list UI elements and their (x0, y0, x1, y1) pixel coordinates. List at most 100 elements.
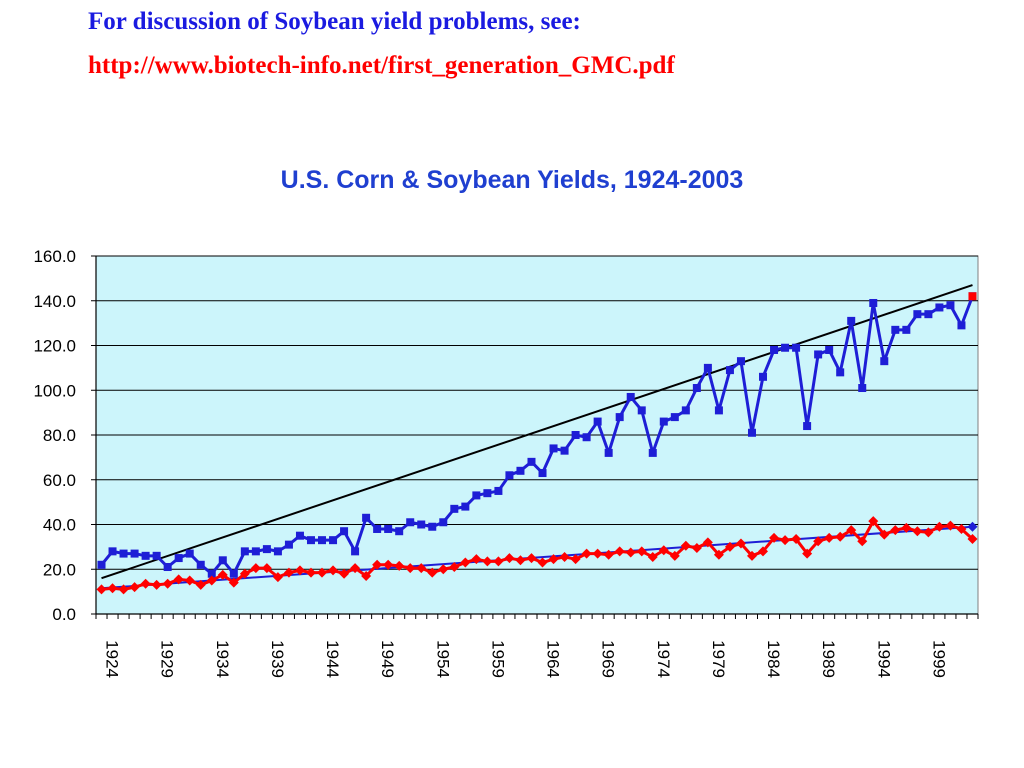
y-tick-label: 120.0 (33, 337, 76, 356)
soybean-data-point (449, 562, 460, 573)
soybean-data-point (890, 525, 901, 536)
soybean-data-point (294, 565, 305, 576)
corn-data-point (681, 406, 690, 415)
soybean-data-point (669, 550, 680, 561)
corn-data-point (913, 310, 922, 319)
corn-data-point (604, 448, 613, 457)
corn-data-point (284, 540, 293, 549)
corn-data-point (847, 316, 856, 325)
soybean-data-point (636, 546, 647, 557)
soybean-data-point (118, 584, 129, 595)
x-tick-label: 1989 (819, 640, 838, 678)
corn-data-point (262, 545, 271, 554)
corn-data-point (505, 471, 514, 480)
axes (91, 255, 979, 619)
soybean-data-point (250, 563, 261, 574)
soybean-data-point (162, 578, 173, 589)
corn-data-point (174, 554, 183, 563)
soybean-data-point (217, 569, 228, 580)
soybean-data-point (261, 563, 272, 574)
soybean-data-point (625, 547, 636, 558)
soybean-data-point (317, 567, 328, 578)
soybean-data-point (824, 532, 835, 543)
soybean-data-point (305, 567, 316, 578)
x-tick-label: 1999 (929, 640, 948, 678)
corn-data-point (362, 513, 371, 522)
soybean-data-point (680, 540, 691, 551)
corn-data-point (163, 563, 172, 572)
corn-data-point (637, 406, 646, 415)
corn-data-point (747, 428, 756, 437)
soybean-data-point (537, 557, 548, 568)
corn-data-point (924, 310, 933, 319)
soybean-data-point (769, 532, 780, 543)
y-tick-label: 40.0 (43, 516, 76, 535)
x-tick-label: 1969 (599, 640, 618, 678)
soybean-data-point (504, 553, 515, 564)
corn-data-point (571, 431, 580, 439)
corn-data-point (373, 524, 382, 533)
corn-data-point (626, 392, 635, 401)
x-tick-label: 1944 (323, 640, 342, 678)
corn-data-point (251, 547, 260, 556)
soybean-data-point (339, 568, 350, 579)
corn-data-point (196, 560, 205, 569)
soybean-data-point (526, 553, 537, 564)
soybean-data-point (934, 521, 945, 532)
soybean-data-point (151, 579, 162, 590)
soybean-data-point (791, 534, 802, 545)
corn-data-point (461, 502, 470, 511)
soybean-data-point (173, 574, 184, 585)
corn-data-point (417, 520, 426, 529)
soybean-data-point (239, 568, 250, 579)
soybean-data-point (559, 551, 570, 562)
soybean-data-point (746, 550, 757, 561)
x-tick-label: 1964 (544, 640, 563, 678)
soybean-data-point (603, 549, 614, 560)
x-tick-label: 1984 (764, 640, 783, 678)
x-tick-label: 1959 (488, 640, 507, 678)
soybean-data-point (780, 535, 791, 546)
corn-data-point (240, 547, 249, 556)
soybean-data-point (361, 570, 372, 581)
corn-data-point (185, 549, 194, 558)
corn-data-point (218, 556, 227, 565)
corn-data-point (659, 417, 668, 426)
corn-data-point (141, 551, 150, 560)
corn-data-point (759, 372, 768, 381)
corn-data-point (306, 536, 315, 545)
corn-data-point (273, 547, 282, 556)
corn-data-point (648, 448, 657, 457)
corn-data-point (792, 343, 801, 352)
soybean-data-point (702, 537, 713, 548)
reference-link[interactable]: http://www.biotech-info.net/first_genera… (88, 52, 675, 79)
soybean-data-point (129, 582, 140, 593)
soybean-data-point (581, 548, 592, 559)
y-tick-label: 140.0 (33, 292, 76, 311)
corn-data-point (946, 301, 955, 310)
corn-data-point (692, 384, 701, 393)
corn-data-point (803, 422, 812, 431)
corn-data-point (318, 536, 327, 545)
y-tick-label: 80.0 (43, 426, 76, 445)
soybean-data-point (184, 575, 195, 586)
soybean-data-point (405, 563, 416, 574)
corn-data-point (340, 527, 349, 536)
corn-data-point (725, 366, 734, 375)
soybean-data-point (802, 548, 813, 559)
corn-data-point (891, 325, 900, 334)
soybean-data-point (228, 577, 239, 588)
soybean-data-point (592, 548, 603, 559)
corn-data-point (957, 321, 966, 330)
x-tick-label: 1949 (378, 640, 397, 678)
corn-data-point (736, 357, 745, 366)
corn-data-point (714, 406, 723, 415)
soybean-data-point (835, 531, 846, 542)
soybean-data-point (901, 522, 912, 533)
corn-data-point (450, 504, 459, 513)
grid-lines (96, 255, 978, 570)
data-series (96, 292, 978, 595)
soybean-data-point (758, 546, 769, 557)
x-tick-label: 1954 (433, 640, 452, 678)
soybean-data-point (272, 572, 283, 583)
